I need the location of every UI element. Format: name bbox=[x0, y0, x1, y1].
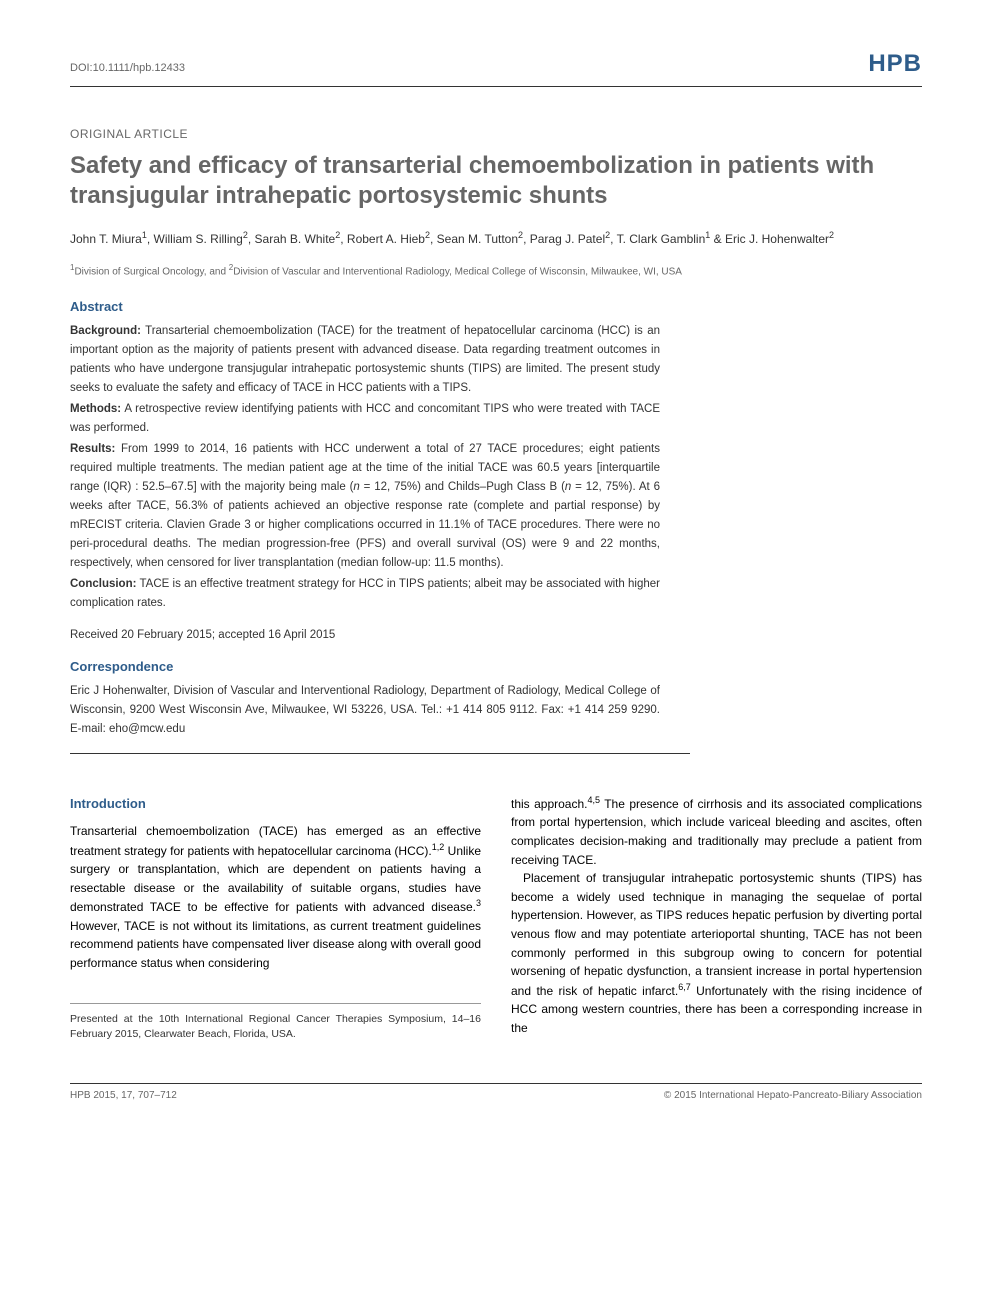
journal-logo: HPB bbox=[868, 50, 922, 78]
authors-line: John T. Miura1, William S. Rilling2, Sar… bbox=[70, 229, 922, 248]
presented-note: Presented at the 10th International Regi… bbox=[70, 1003, 481, 1044]
conclusion-label: Conclusion: bbox=[70, 578, 136, 590]
introduction-heading: Introduction bbox=[70, 794, 481, 814]
abstract-background: Background: Transarterial chemoembolizat… bbox=[70, 322, 660, 398]
intro-col2-p2: Placement of transjugular intrahepatic p… bbox=[511, 869, 922, 1037]
page-footer: HPB 2015, 17, 707–712 © 2015 Internation… bbox=[70, 1083, 922, 1101]
abstract-results: Results: From 1999 to 2014, 16 patients … bbox=[70, 440, 660, 573]
results-label: Results: bbox=[70, 443, 115, 455]
received-dates: Received 20 February 2015; accepted 16 A… bbox=[70, 629, 922, 641]
mid-rule bbox=[70, 753, 690, 754]
affiliations-line: 1Division of Surgical Oncology, and 2Div… bbox=[70, 262, 922, 279]
abstract-block: Background: Transarterial chemoembolizat… bbox=[70, 322, 660, 613]
correspondence-text: Eric J Hohenwalter, Division of Vascular… bbox=[70, 682, 660, 739]
page-header: DOI:10.1111/hpb.12433 HPB bbox=[70, 50, 922, 78]
article-type: ORIGINAL ARTICLE bbox=[70, 127, 922, 141]
top-rule bbox=[70, 86, 922, 87]
methods-label: Methods: bbox=[70, 403, 121, 415]
article-title: Safety and efficacy of transarterial che… bbox=[70, 151, 922, 211]
column-right: this approach.4,5 The presence of cirrho… bbox=[511, 794, 922, 1043]
methods-text: A retrospective review identifying patie… bbox=[70, 403, 660, 434]
conclusion-text: TACE is an effective treatment strategy … bbox=[70, 578, 660, 609]
footer-left: HPB 2015, 17, 707–712 bbox=[70, 1090, 177, 1101]
abstract-heading: Abstract bbox=[70, 299, 922, 314]
doi-text: DOI:10.1111/hpb.12433 bbox=[70, 62, 185, 74]
background-label: Background: bbox=[70, 325, 141, 337]
column-left: Introduction Transarterial chemoemboliza… bbox=[70, 794, 481, 1043]
results-text-3: = 12, 75%). At 6 weeks after TACE, 56.3%… bbox=[70, 481, 660, 569]
footer-right: © 2015 International Hepato-Pancreato-Bi… bbox=[664, 1090, 922, 1101]
results-text-2: = 12, 75%) and Childs–Pugh Class B ( bbox=[360, 481, 565, 493]
background-text: Transarterial chemoembolization (TACE) f… bbox=[70, 325, 660, 394]
body-two-column: Introduction Transarterial chemoemboliza… bbox=[70, 794, 922, 1043]
intro-col1-p1: Transarterial chemoembolization (TACE) h… bbox=[70, 822, 481, 973]
correspondence-heading: Correspondence bbox=[70, 659, 922, 674]
abstract-methods: Methods: A retrospective review identify… bbox=[70, 400, 660, 438]
intro-col2-p1: this approach.4,5 The presence of cirrho… bbox=[511, 794, 922, 869]
abstract-conclusion: Conclusion: TACE is an effective treatme… bbox=[70, 575, 660, 613]
page: DOI:10.1111/hpb.12433 HPB ORIGINAL ARTIC… bbox=[0, 0, 992, 1141]
